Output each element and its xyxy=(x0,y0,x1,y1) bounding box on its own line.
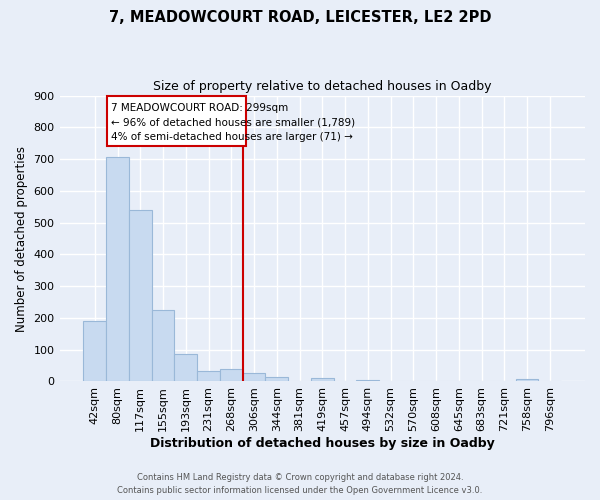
Bar xyxy=(106,157,129,382)
Text: 7 MEADOWCOURT ROAD: 299sqm: 7 MEADOWCOURT ROAD: 299sqm xyxy=(111,103,288,113)
Bar xyxy=(220,369,242,382)
Bar xyxy=(515,379,538,382)
Bar xyxy=(83,321,106,382)
Text: ← 96% of detached houses are smaller (1,789): ← 96% of detached houses are smaller (1,… xyxy=(111,118,355,128)
Text: Contains HM Land Registry data © Crown copyright and database right 2024.
Contai: Contains HM Land Registry data © Crown c… xyxy=(118,474,482,495)
Title: Size of property relative to detached houses in Oadby: Size of property relative to detached ho… xyxy=(153,80,491,93)
Bar xyxy=(311,378,334,382)
Bar xyxy=(265,377,288,382)
Bar xyxy=(242,373,265,382)
Bar xyxy=(175,354,197,382)
Bar xyxy=(107,96,246,146)
Y-axis label: Number of detached properties: Number of detached properties xyxy=(15,146,28,332)
Bar xyxy=(152,310,175,382)
X-axis label: Distribution of detached houses by size in Oadby: Distribution of detached houses by size … xyxy=(150,437,494,450)
Text: 4% of semi-detached houses are larger (71) →: 4% of semi-detached houses are larger (7… xyxy=(111,132,353,142)
Bar xyxy=(197,372,220,382)
Text: 7, MEADOWCOURT ROAD, LEICESTER, LE2 2PD: 7, MEADOWCOURT ROAD, LEICESTER, LE2 2PD xyxy=(109,10,491,25)
Bar xyxy=(129,210,152,382)
Bar xyxy=(356,380,379,382)
